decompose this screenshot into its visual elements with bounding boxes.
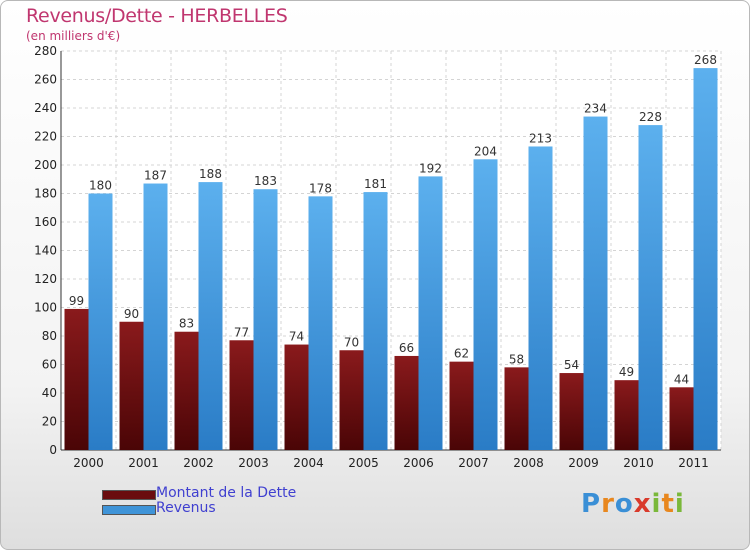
bar-revenus [308,196,333,450]
logo-letter: x [633,489,652,519]
logo-letter: i [674,489,685,519]
data-label-revenus: 188 [199,167,222,181]
x-tick-label: 2007 [458,456,489,470]
bar-revenus [473,159,498,451]
y-tick-label: 120 [34,272,57,286]
data-label-dette: 58 [509,352,524,366]
bar-dette [449,361,474,450]
bar-revenus [88,193,113,450]
data-label-revenus: 228 [639,110,662,124]
bar-dette [394,355,419,450]
y-tick-label: 200 [34,158,57,172]
y-tick-label: 260 [34,73,57,87]
x-tick-label: 2003 [238,456,269,470]
legend-item-revenus: Revenus [102,500,216,517]
x-tick-label: 2002 [183,456,214,470]
data-label-dette: 99 [69,294,84,308]
data-label-revenus: 187 [144,169,167,183]
y-tick-label: 240 [34,101,57,115]
legend-label-revenus: Revenus [156,500,216,516]
data-label-revenus: 192 [419,161,442,175]
bars [64,68,718,451]
data-label-dette: 49 [619,365,634,379]
bar-dette [614,380,639,450]
bar-dette [504,367,529,450]
logo-letter: P [581,489,602,519]
x-tick-label: 2001 [128,456,159,470]
legend-swatch-dette [102,490,156,500]
data-label-dette: 90 [124,307,139,321]
data-label-revenus: 213 [529,131,552,145]
x-tick-label: 2004 [293,456,324,470]
logo-letter: r [601,489,615,519]
chart-title: Revenus/Dette - HERBELLES [26,5,288,27]
bar-revenus [418,176,443,450]
proxiti-logo: Proxiti [581,489,685,519]
x-tick-label: 2006 [403,456,434,470]
data-label-revenus: 181 [364,177,387,191]
data-label-revenus: 204 [474,144,497,158]
logo-letter: i [651,489,662,519]
x-tick-label: 2008 [513,456,544,470]
data-label-dette: 44 [674,372,689,386]
data-label-dette: 77 [234,325,249,339]
bar-dette [64,308,89,450]
bar-revenus [143,183,168,450]
data-label-revenus: 178 [309,181,332,195]
bar-revenus [693,68,718,450]
y-tick-label: 20 [42,415,57,429]
bar-dette [559,373,584,450]
y-tick-label: 40 [42,386,57,400]
data-label-revenus: 183 [254,174,277,188]
bar-dette [284,344,309,450]
y-tick-label: 100 [34,301,57,315]
bar-revenus [363,192,388,450]
logo-letter: t [661,489,675,519]
bar-revenus [253,189,278,450]
legend-swatch-revenus [102,505,156,515]
x-tick-label: 2011 [678,456,709,470]
data-label-dette: 83 [179,317,194,331]
legend-item-dette: Montant de la Dette [102,485,296,502]
legend-label-dette: Montant de la Dette [156,485,297,501]
grid [60,50,722,451]
y-tick-label: 60 [42,358,57,372]
y-tick-label: 180 [34,187,57,201]
bar-dette [119,321,144,450]
data-label-dette: 70 [344,335,359,349]
y-tick-label: 220 [34,130,57,144]
x-tick-label: 2009 [568,456,599,470]
logo-letter: o [614,489,634,519]
x-tick-label: 2000 [73,456,104,470]
y-tick-label: 280 [34,44,57,58]
x-tick-label: 2005 [348,456,379,470]
chart-subtitle: (en milliers d'€) [26,29,121,43]
bar-dette [229,340,254,450]
data-label-revenus: 268 [694,53,717,67]
data-label-revenus: 234 [584,102,607,116]
bar-revenus [583,116,608,451]
labels: 0 20 40 60 80 100 120 140 160 180 200 220 240 260 280 9… [34,44,717,470]
data-label-revenus: 180 [89,179,112,193]
bar-dette [339,350,364,450]
y-tick-label: 80 [42,329,57,343]
bar-revenus [638,125,663,450]
bar-dette [174,331,199,450]
y-tick-label: 160 [34,215,57,229]
data-label-dette: 62 [454,347,469,361]
bar-revenus [528,146,553,450]
x-tick-label: 2010 [623,456,654,470]
y-tick-label: 0 [49,443,57,457]
data-label-dette: 54 [564,358,579,372]
data-label-dette: 74 [289,330,304,344]
y-tick-label: 140 [34,244,57,258]
bar-revenus [198,182,223,450]
data-label-dette: 66 [399,341,414,355]
bar-dette [669,387,694,450]
